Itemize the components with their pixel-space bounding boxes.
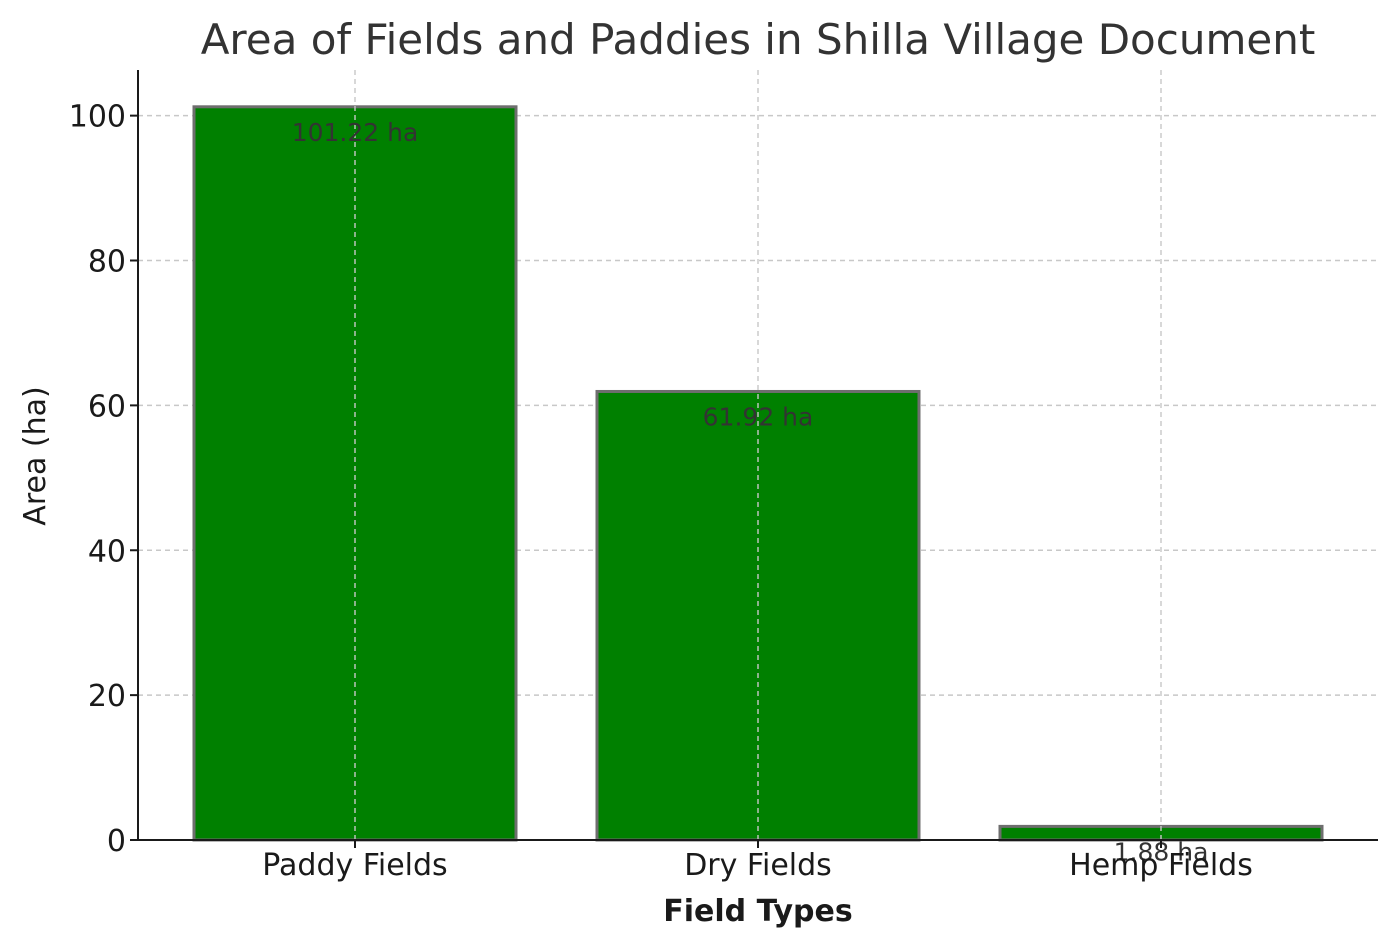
x-tick-label: Paddy Fields bbox=[262, 848, 447, 883]
x-tick-label: Dry Fields bbox=[684, 848, 832, 883]
y-tick-label: 100 bbox=[69, 100, 126, 135]
vertical-grid-lines bbox=[354, 70, 1162, 840]
y-tick-label: 0 bbox=[107, 824, 126, 859]
chart-title: Area of Fields and Paddies in Shilla Vil… bbox=[201, 15, 1316, 64]
x-axis-label: Field Types bbox=[663, 894, 852, 929]
y-tick-label: 60 bbox=[88, 389, 126, 424]
y-tick-label: 40 bbox=[88, 534, 126, 569]
y-axis-ticks: 0 20 40 60 80 100 bbox=[69, 100, 138, 859]
data-label: 101.22 ha bbox=[292, 118, 419, 147]
bar-paddy-fields bbox=[192, 105, 518, 842]
y-axis-label: Area (ha) bbox=[18, 386, 53, 525]
data-label: 61.92 ha bbox=[703, 402, 814, 431]
x-axis-ticks: Paddy Fields Dry Fields Hemp Fields bbox=[262, 840, 1253, 883]
y-tick-label: 80 bbox=[88, 245, 126, 280]
y-tick-label: 20 bbox=[88, 679, 126, 714]
x-tick-label: Hemp Fields bbox=[1069, 848, 1253, 883]
